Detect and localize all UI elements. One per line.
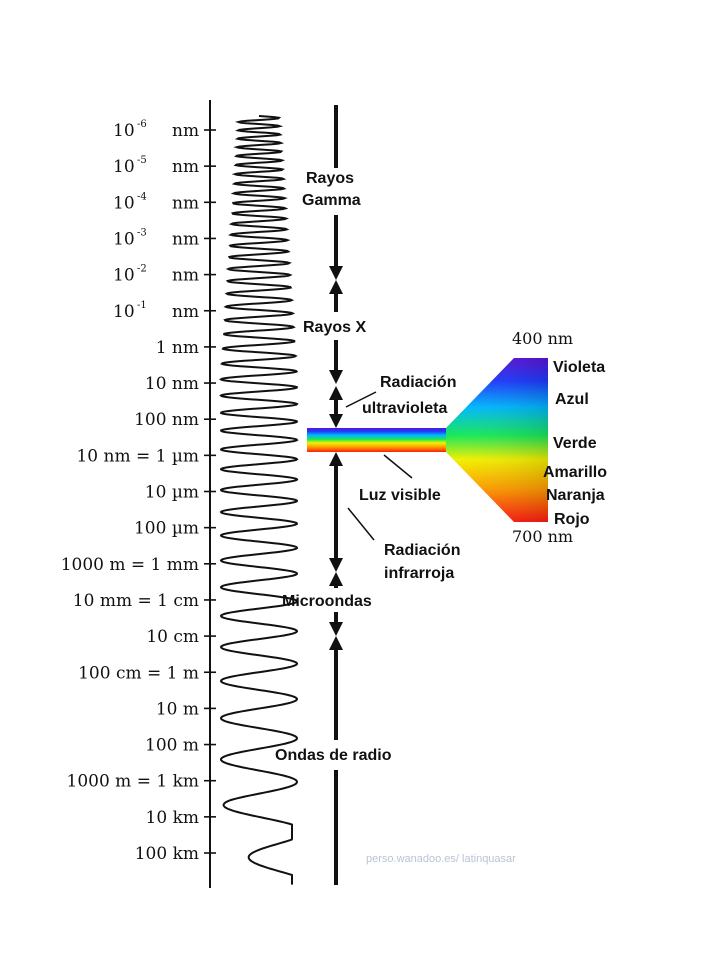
microwave-label: Microondas (282, 593, 372, 610)
scale-label: 100 cm = 1 m (78, 663, 199, 683)
scale-ticks (204, 129, 216, 854)
scale-label: 100 nm (134, 410, 199, 430)
visible-leader-line (383, 454, 413, 479)
scale-label: 10 km (146, 808, 199, 828)
color-label-violeta: Violeta (553, 359, 605, 376)
region-axis (329, 105, 343, 885)
visible-label: Luz visible (359, 487, 441, 504)
scale-label-exponent: -6 (137, 119, 147, 130)
wave-curve (219, 115, 299, 885)
scale-label-base: 10 (113, 229, 135, 249)
scale-label-unit: nm (172, 266, 199, 286)
scale-label-exponent: -1 (137, 300, 147, 311)
scale-label-base: 10 (113, 121, 135, 141)
arrow-down-icon (329, 622, 343, 636)
color-label-amarillo: Amarillo (543, 464, 607, 481)
arrow-up-icon (329, 280, 343, 294)
color-label-verde: Verde (553, 435, 597, 452)
scale-label: 10 mm = 1 cm (73, 591, 199, 611)
scale-label-unit: nm (172, 302, 199, 322)
scale-label-unit: nm (172, 193, 199, 213)
scale-label-base: 10 (113, 157, 135, 177)
ir-leader-line (347, 507, 375, 541)
arrow-down-icon (329, 266, 343, 280)
uv-label-line2: ultravioleta (362, 400, 447, 417)
scale-label: 10 nm = 1 µm (76, 446, 199, 466)
gamma-label-line2: Gamma (302, 192, 361, 209)
uv-label-line1: Radiación (380, 374, 456, 391)
xray-label: Rayos X (303, 319, 366, 336)
scale-label: 100 m (145, 736, 199, 756)
scale-label: 1000 m = 1 mm (61, 555, 199, 575)
wavelength-700-label: 700 nm (512, 527, 573, 546)
gamma-label-line1: Rayos (306, 170, 354, 187)
scale-label: 1 nm (156, 338, 199, 358)
ir-label-line1: Radiación (384, 542, 460, 559)
scale-label-base: 10 (113, 302, 135, 322)
scale-label: 1000 m = 1 km (67, 772, 199, 792)
scale-label-unit: nm (172, 157, 199, 177)
scale-label: 10 m (156, 699, 199, 719)
arrow-up-icon (329, 636, 343, 650)
scale-label: 10 cm (146, 627, 199, 647)
arrow-down-icon (329, 558, 343, 572)
scale-label: 100 µm (134, 519, 199, 539)
scale-label-unit: nm (172, 121, 199, 141)
arrow-up-icon (329, 572, 343, 586)
source-credit: perso.wanadoo.es/ latinquasar (366, 853, 516, 865)
color-label-naranja: Naranja (546, 487, 605, 504)
scale-label-unit: nm (172, 229, 199, 249)
scale-label-base: 10 (113, 193, 135, 213)
scale-label: 100 km (135, 844, 199, 864)
scale-label: 10 nm (145, 374, 199, 394)
scale-label-exponent: -5 (137, 155, 147, 166)
visible-band (307, 428, 447, 452)
scale-label-base: 10 (113, 266, 135, 286)
scale-label-exponent: -2 (137, 264, 147, 275)
uv-leader-line (345, 391, 377, 408)
radio-label: Ondas de radio (275, 747, 392, 764)
scale-label-exponent: -3 (137, 227, 147, 238)
scale-label-exponent: -4 (137, 191, 147, 202)
arrow-up-icon (329, 386, 343, 400)
arrow-down-icon (329, 370, 343, 384)
arrow-down-icon (329, 414, 343, 428)
arrow-up-icon (329, 452, 343, 466)
color-label-azul: Azul (555, 391, 589, 408)
wavelength-400-label: 400 nm (512, 329, 573, 348)
visible-spectrum-fan-shade (446, 358, 548, 522)
color-label-rojo: Rojo (554, 511, 590, 528)
ir-label-line2: infrarroja (384, 565, 454, 582)
scale-label: 10 µm (145, 483, 199, 503)
